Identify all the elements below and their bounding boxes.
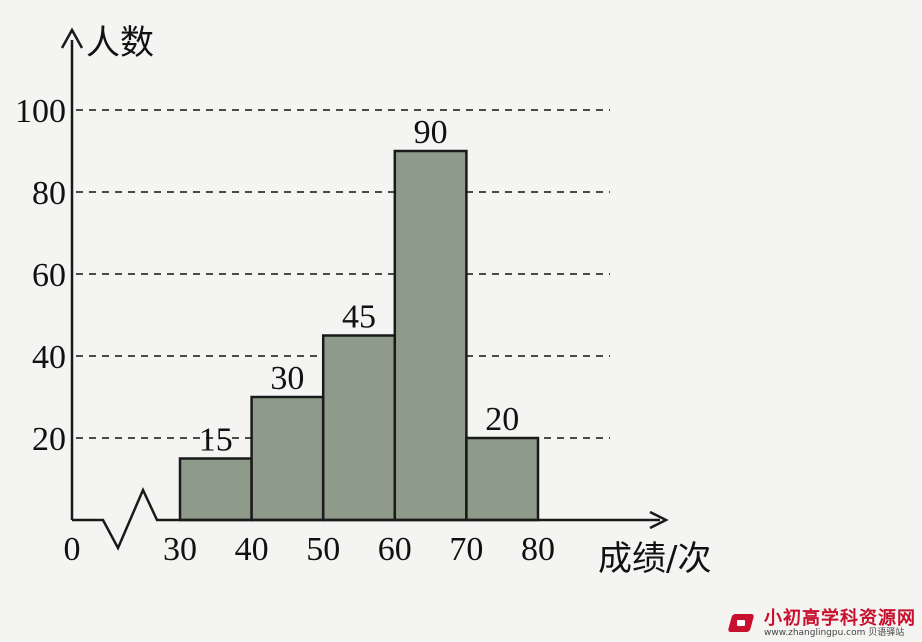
data-label: 45 [342,299,376,336]
bar [178,457,253,522]
y-axis-label: 人数 [86,23,154,63]
x-tick-label: 30 [163,531,197,568]
y-axis-arrow [60,27,84,49]
data-labels: 15 30 45 90 20 [199,114,519,459]
data-label: 15 [199,422,233,459]
x-tick-label: 60 [378,531,412,568]
watermark-title: 小初高学科资源网 [764,607,916,629]
x-axis-arrow [649,510,669,530]
data-label: 30 [270,360,304,397]
watermark-logo-icon [728,612,758,636]
x-tick-label: 50 [306,531,340,568]
watermark-subtitle: www.zhanglingpu.com 贝语驿站 [764,627,905,638]
x-tick-label: 70 [449,531,483,568]
watermark: 小初高学科资源网 www.zhanglingpu.com 贝语驿站 [728,607,916,638]
y-tick-label: 40 [32,339,66,376]
x-axis-line-with-break [72,486,660,551]
y-tick-labels: 20 40 60 80 100 [15,93,66,458]
bars [178,149,540,522]
bar [250,395,325,522]
y-tick-label: 80 [32,175,66,212]
x-tick-labels: 0 30 40 50 60 70 80 [64,531,556,568]
bar [321,334,397,522]
axes [60,27,669,551]
data-label: 90 [414,114,448,151]
y-tick-label: 60 [32,257,66,294]
x-tick-label: 80 [521,531,555,568]
x-axis-label: 成绩/次 [598,539,711,579]
bar [393,149,468,522]
x-tick-label: 40 [235,531,269,568]
y-tick-label: 100 [15,93,66,130]
data-label: 20 [485,401,519,438]
labels: 人数 成绩/次 [86,23,711,579]
bar [465,436,540,522]
x-tick-label: 0 [64,531,81,568]
y-tick-label: 20 [32,421,66,458]
